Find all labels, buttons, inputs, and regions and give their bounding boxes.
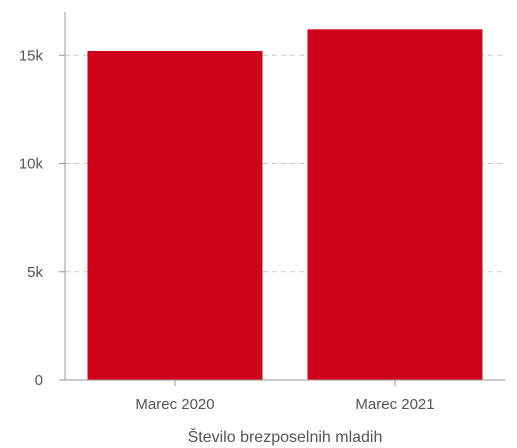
bar (307, 29, 483, 380)
y-tick-label: 0 (35, 372, 43, 389)
y-tick-label: 5k (27, 264, 43, 281)
y-tick-label: 15k (19, 47, 44, 64)
x-tick-label: Marec 2020 (135, 396, 214, 413)
x-tick-label: Marec 2021 (355, 396, 434, 413)
y-axis-ticks: 0 5k 10k 15k (19, 47, 65, 389)
x-axis-title: Število brezposelnih mladih (188, 427, 383, 446)
bars (87, 29, 483, 380)
bar (87, 50, 263, 380)
x-axis-ticks: Marec 2020 Marec 2021 (135, 380, 435, 413)
y-tick-label: 10k (19, 156, 44, 173)
